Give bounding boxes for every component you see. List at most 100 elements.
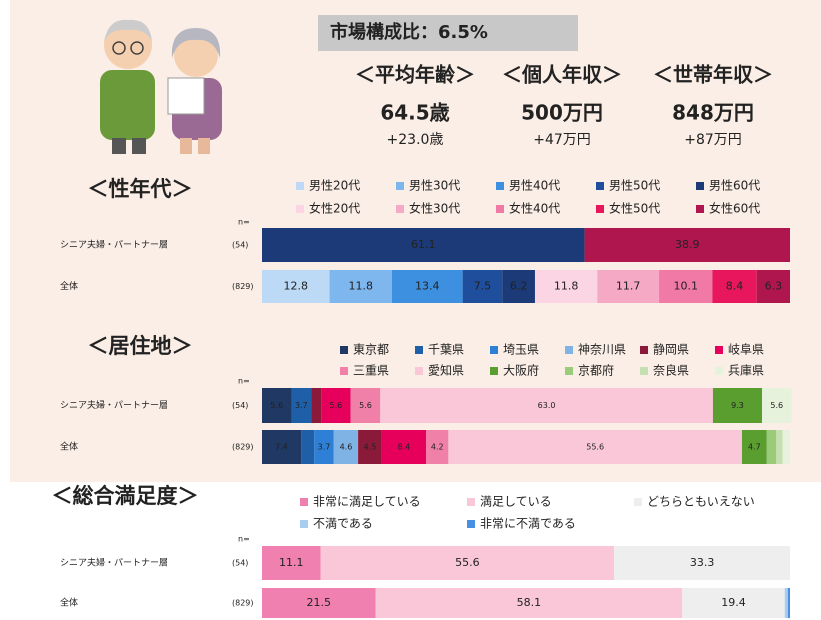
legend-label: 埼玉県 [503,343,539,357]
category-label: シニア夫婦・パートナー層 [60,239,168,251]
legend-swatch [715,346,723,354]
category-label: 全体 [60,597,78,609]
n-title: n= [238,218,250,227]
legend-swatch [696,182,704,190]
value-label: 9.3 [731,401,744,410]
value-label: 55.6 [455,556,480,569]
category-label: 全体 [60,280,78,292]
n-label: (54) [232,241,248,250]
legend-swatch [640,346,648,354]
legend-swatch [565,346,573,354]
stat-delta: +47万円 [533,132,591,148]
chart-title: ＜総合満足度＞ [52,484,199,508]
legend-label: 兵庫県 [728,364,764,378]
bar-segment [311,388,321,423]
value-label: 4.5 [364,443,377,452]
legend-label: 岐阜県 [728,343,764,357]
n-label: (829) [232,599,254,608]
legend-swatch [396,182,404,190]
legend-swatch [696,205,704,213]
n-label: (54) [232,559,248,568]
value-label: 58.1 [517,596,542,609]
legend-label: 女性40代 [509,201,560,216]
legend-swatch [490,346,498,354]
n-label: (829) [232,443,254,452]
legend-swatch [496,205,504,213]
legend-swatch [415,346,423,354]
value-label: 7.5 [474,280,492,293]
value-label: 11.8 [554,280,579,293]
n-title: n= [238,535,250,544]
bar-segment [785,588,788,618]
value-label: 4.7 [748,443,761,452]
value-label: 55.6 [586,443,604,452]
value-label: 6.3 [765,280,783,293]
infographic: 市場構成比：6.5% ＜平均年齢＞64.5歳+23.0歳＜個人年収＞500万円+… [0,0,821,620]
stat-value: 848万円 [672,101,754,125]
legend-label: 非常に満足している [313,495,421,509]
stat-label: ＜世帯年収＞ [653,63,773,87]
legend-label: 男性30代 [409,179,460,193]
category-label: シニア夫婦・パートナー層 [60,557,168,569]
value-label: 5.6 [770,401,783,410]
bar-segment [767,430,777,464]
legend-label: 女性20代 [309,201,360,216]
n-label: (54) [232,401,248,410]
legend-swatch [496,182,504,190]
value-label: 4.2 [431,443,444,452]
legend-swatch [296,182,304,190]
value-label: 11.1 [279,556,304,569]
value-label: 6.2 [510,280,528,293]
legend-swatch [715,367,723,375]
legend-label: 千葉県 [428,343,464,357]
value-label: 12.8 [284,280,309,293]
legend-swatch [467,520,475,528]
legend-swatch [634,498,642,506]
legend-label: 非常に不満である [480,517,576,531]
value-label: 19.4 [721,596,746,609]
value-label: 10.1 [673,280,698,293]
legend-label: 女性30代 [409,201,460,216]
value-label: 8.4 [726,280,744,293]
legend-label: 京都府 [578,363,614,378]
value-label: 8.4 [398,443,411,452]
legend-swatch [640,367,648,375]
legend-swatch [300,498,308,506]
stat-value: 64.5歳 [380,101,449,125]
legend-label: 男性50代 [609,179,660,193]
value-label: 63.0 [538,401,556,410]
value-label: 33.3 [690,556,715,569]
bar-segment [783,430,790,464]
value-label: 21.5 [307,596,332,609]
legend-swatch [340,346,348,354]
legend-swatch [596,182,604,190]
bar-segment [776,430,782,464]
value-label: 11.8 [348,280,373,293]
legend-swatch [300,520,308,528]
category-label: シニア夫婦・パートナー層 [60,399,168,411]
value-label: 5.6 [330,401,343,410]
legend-label: 東京都 [353,343,389,357]
page: 市場構成比：6.5% ＜平均年齢＞64.5歳+23.0歳＜個人年収＞500万円+… [0,0,821,620]
value-label: 38.9 [675,238,700,251]
market-share: 市場構成比：6.5% [330,21,488,43]
stat-delta: +23.0歳 [387,132,444,148]
legend-label: 男性20代 [309,179,360,193]
legend-label: 愛知県 [428,364,464,378]
value-label: 61.1 [411,238,436,251]
chart-title: ＜性年代＞ [88,177,193,201]
n-label: (829) [232,282,254,291]
bar-segment [301,430,314,464]
value-label: 13.4 [415,280,440,293]
legend-swatch [596,205,604,213]
legend-label: 男性60代 [709,179,760,193]
stat-delta: +87万円 [684,132,742,148]
stat-label: ＜平均年齢＞ [355,63,475,87]
legend-label: 三重県 [353,364,389,378]
legend-swatch [415,367,423,375]
bar-segment [788,588,790,618]
value-label: 3.7 [295,401,308,410]
legend-label: どちらともいえない [647,495,755,509]
legend-label: 大阪府 [503,363,539,378]
value-label: 5.6 [270,401,283,410]
